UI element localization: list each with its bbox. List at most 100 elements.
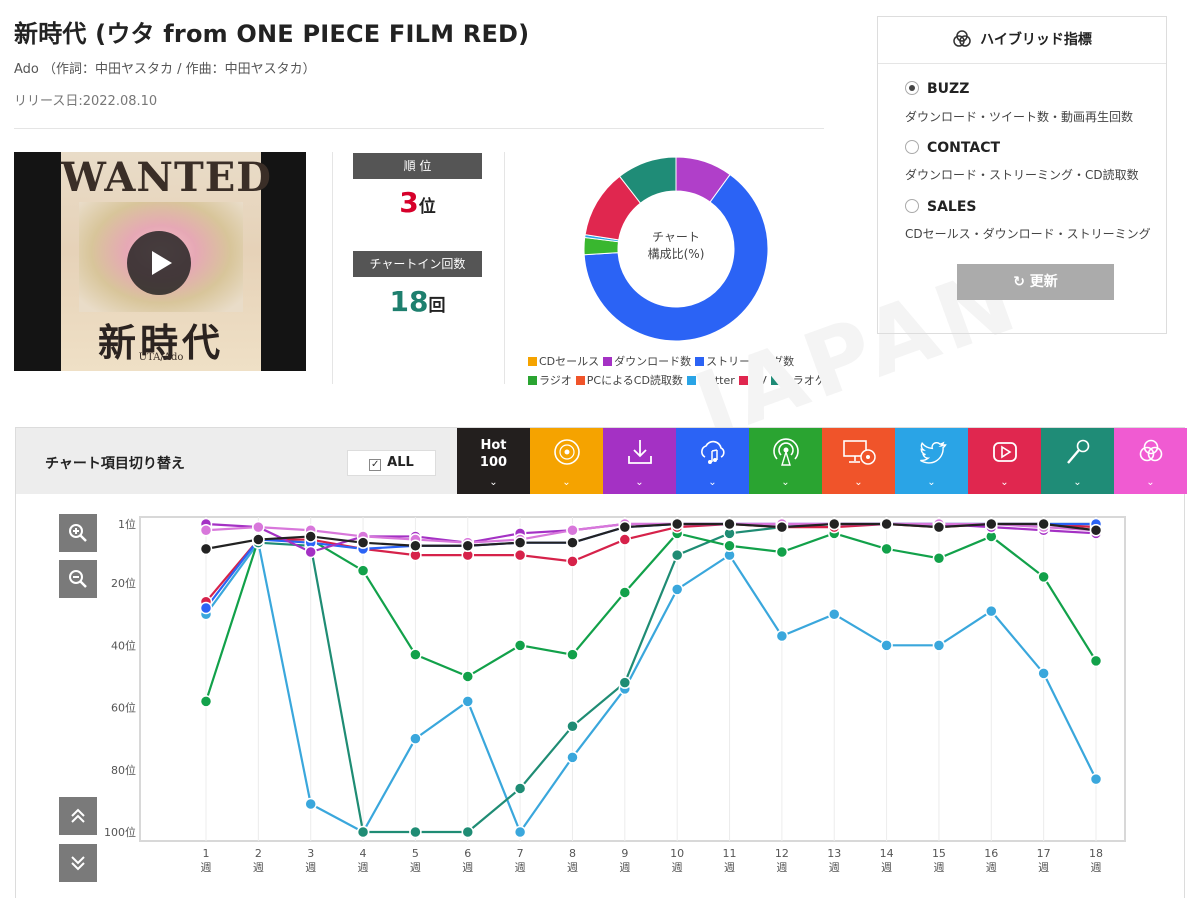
tab-hot100[interactable]: Hot 100 ⌄ bbox=[457, 428, 530, 494]
x-tick-label: 1 bbox=[203, 847, 210, 860]
data-point-karaoke[interactable] bbox=[461, 825, 475, 839]
scroll-bottom-button[interactable] bbox=[59, 844, 97, 882]
data-point-karaoke[interactable] bbox=[670, 548, 684, 562]
data-point-hybrid[interactable] bbox=[252, 520, 265, 534]
data-point-hot100[interactable] bbox=[723, 517, 736, 531]
tab-pc-cd-read[interactable]: ⌄ bbox=[822, 428, 895, 494]
data-point-karaoke[interactable] bbox=[356, 825, 370, 839]
data-point-radio[interactable] bbox=[618, 586, 632, 599]
data-point-radio[interactable] bbox=[461, 670, 475, 683]
data-point-hybrid[interactable] bbox=[566, 523, 579, 537]
data-point-twitter[interactable] bbox=[1089, 772, 1103, 786]
data-point-karaoke[interactable] bbox=[513, 782, 527, 795]
donut-legend-row1: CDセールス ダウンロード数 ストリーミング数 bbox=[528, 353, 798, 369]
data-point-hot100[interactable] bbox=[199, 542, 213, 556]
data-point-hot100[interactable] bbox=[775, 520, 789, 534]
update-button[interactable]: ↻ 更新 bbox=[957, 264, 1114, 300]
radio-desc: ダウンロード・ストリーミング・CD読取数 bbox=[905, 168, 1139, 182]
data-point-radio[interactable] bbox=[409, 648, 422, 661]
data-point-radio[interactable] bbox=[1089, 654, 1103, 668]
radio-contact[interactable]: CONTACT bbox=[905, 140, 1000, 156]
zoom-out-button[interactable] bbox=[59, 560, 97, 598]
data-point-hot100[interactable] bbox=[985, 517, 998, 531]
tab-mv[interactable]: ⌄ bbox=[968, 428, 1041, 494]
checkbox-icon[interactable]: ✓ bbox=[369, 459, 382, 471]
data-point-karaoke[interactable] bbox=[409, 825, 422, 839]
data-point-radio[interactable] bbox=[566, 648, 579, 661]
data-point-hot100[interactable] bbox=[880, 517, 893, 531]
data-point-karaoke[interactable] bbox=[566, 719, 579, 733]
data-point-hot100[interactable] bbox=[566, 536, 579, 549]
data-point-twitter[interactable] bbox=[304, 797, 317, 811]
data-point-twitter[interactable] bbox=[461, 695, 475, 708]
data-point-hot100[interactable] bbox=[356, 536, 370, 549]
data-point-radio[interactable] bbox=[1037, 570, 1050, 584]
radio-button-icon[interactable] bbox=[905, 199, 919, 213]
tab-twitter[interactable]: ⌄ bbox=[895, 428, 968, 494]
tab-streaming[interactable]: ⌄ bbox=[676, 428, 749, 494]
data-point-mv[interactable] bbox=[566, 555, 579, 568]
data-point-twitter[interactable] bbox=[880, 639, 893, 652]
data-point-twitter[interactable] bbox=[670, 583, 684, 596]
data-point-twitter[interactable] bbox=[985, 604, 998, 618]
y-tick-label: 40位 bbox=[111, 638, 136, 652]
data-point-radio[interactable] bbox=[199, 695, 213, 708]
all-toggle-button[interactable]: ✓ ALL bbox=[347, 450, 436, 476]
composition-donut-chart bbox=[583, 156, 769, 342]
radio-sales[interactable]: SALES bbox=[905, 199, 977, 215]
data-point-hot100[interactable] bbox=[1037, 517, 1050, 531]
x-tick-label: 5 bbox=[412, 847, 419, 860]
data-point-hot100[interactable] bbox=[409, 539, 422, 553]
zoom-in-icon bbox=[69, 524, 87, 542]
data-point-hybrid[interactable] bbox=[199, 523, 213, 537]
refresh-icon: ↻ bbox=[1013, 274, 1025, 290]
radio-buzz[interactable]: BUZZ bbox=[905, 81, 969, 97]
tab-hybrid[interactable]: ⌄ bbox=[1114, 428, 1187, 494]
data-point-hot100[interactable] bbox=[1089, 523, 1103, 537]
data-point-twitter[interactable] bbox=[1037, 667, 1050, 680]
data-point-mv[interactable] bbox=[513, 548, 527, 562]
radio-button-icon[interactable] bbox=[905, 81, 919, 95]
data-point-hot100[interactable] bbox=[932, 520, 946, 534]
data-point-radio[interactable] bbox=[880, 542, 893, 556]
data-point-radio[interactable] bbox=[932, 551, 946, 565]
x-tick-label: 週 bbox=[881, 861, 892, 874]
data-point-radio[interactable] bbox=[513, 639, 527, 652]
tab-cd-sales[interactable]: ⌄ bbox=[530, 428, 603, 494]
scroll-top-button[interactable] bbox=[59, 797, 97, 835]
data-point-radio[interactable] bbox=[723, 539, 736, 553]
data-point-twitter[interactable] bbox=[566, 751, 579, 764]
x-tick-label: 週 bbox=[305, 861, 316, 874]
data-point-hot100[interactable] bbox=[827, 517, 841, 531]
data-point-radio[interactable] bbox=[356, 564, 370, 577]
data-point-twitter[interactable] bbox=[775, 629, 789, 643]
radio-button-icon[interactable] bbox=[905, 140, 919, 154]
data-point-twitter[interactable] bbox=[409, 732, 422, 745]
data-point-twitter[interactable] bbox=[513, 825, 527, 839]
data-point-twitter[interactable] bbox=[827, 607, 841, 621]
data-point-streaming[interactable] bbox=[199, 601, 213, 615]
tab-karaoke[interactable]: ⌄ bbox=[1041, 428, 1114, 494]
chevron-down-icon: ⌄ bbox=[635, 477, 644, 488]
tab-download[interactable]: ⌄ bbox=[603, 428, 676, 494]
x-tick-label: 週 bbox=[933, 861, 944, 874]
chart-panel-header: チャート項目切り替え ✓ ALL Hot 100 ⌄ ⌄ ⌄ ⌄ ⌄ ⌄ ⌄ ⌄ ⌄ ⌄ bbox=[16, 428, 1187, 494]
zoom-in-button[interactable] bbox=[59, 514, 97, 552]
play-icon[interactable] bbox=[127, 231, 191, 295]
data-point-hot100[interactable] bbox=[618, 520, 632, 534]
chevron-down-icon: ⌄ bbox=[708, 477, 717, 488]
donut-slice bbox=[618, 156, 677, 204]
data-point-hot100[interactable] bbox=[252, 533, 265, 546]
tab-radio[interactable]: ⌄ bbox=[749, 428, 822, 494]
data-point-download[interactable] bbox=[304, 545, 317, 559]
data-point-karaoke[interactable] bbox=[618, 676, 632, 689]
data-point-hot100[interactable] bbox=[513, 536, 527, 549]
radio-desc: CDセールス・ダウンロード・ストリーミング bbox=[905, 227, 1151, 241]
video-thumbnail[interactable]: WANTED 新時代 UTA/Ado bbox=[14, 152, 306, 371]
data-point-hot100[interactable] bbox=[461, 539, 475, 553]
data-point-twitter[interactable] bbox=[932, 639, 946, 652]
data-point-radio[interactable] bbox=[775, 545, 789, 559]
data-point-hot100[interactable] bbox=[304, 530, 317, 543]
data-point-mv[interactable] bbox=[618, 533, 632, 546]
data-point-hot100[interactable] bbox=[670, 517, 684, 531]
